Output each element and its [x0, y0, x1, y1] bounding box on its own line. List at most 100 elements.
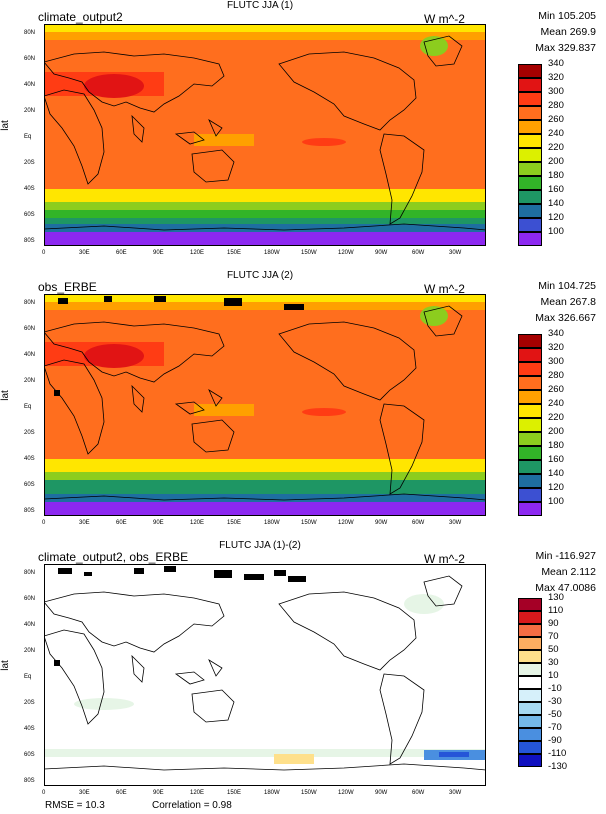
colorbar-swatch	[518, 611, 542, 624]
stat-min: Min -116.927	[535, 550, 596, 562]
lat-tick-label: 80S	[24, 508, 35, 514]
colorbar-swatch	[518, 362, 542, 376]
panel-left-title: climate_output2	[38, 10, 123, 24]
map-plot	[44, 564, 486, 786]
lat-tick-label: 80N	[24, 30, 36, 36]
coastline	[208, 388, 223, 407]
colorbar-swatch	[518, 432, 542, 446]
colorbar-label: 200	[548, 426, 564, 437]
colorbar-swatch	[518, 474, 542, 488]
coastline	[423, 35, 463, 67]
colorbar-label: 130	[548, 592, 564, 603]
lon-tick-label: 60W	[412, 790, 425, 796]
coastline	[379, 133, 425, 225]
colorbar-label: 180	[548, 170, 564, 181]
colorbar-swatch	[518, 446, 542, 460]
colorbar-label: 140	[548, 198, 564, 209]
colorbar-label: 180	[548, 440, 564, 451]
colorbar-swatch	[518, 598, 542, 611]
coastline	[174, 401, 205, 415]
colorbar-label: 340	[548, 328, 564, 339]
colorbar-label: 100	[548, 496, 564, 507]
map-plot	[44, 294, 486, 516]
coastline	[379, 673, 425, 765]
y-axis-label: lat	[0, 120, 11, 131]
lon-tick-label: 60W	[412, 520, 425, 526]
lon-tick-label: 180W	[264, 790, 280, 796]
lat-tick-label: 40S	[24, 186, 35, 192]
lon-tick-label: 60E	[116, 790, 127, 796]
units-label: W m^-2	[424, 12, 465, 26]
stat-mean: Mean 269.9	[540, 26, 596, 38]
colorbar-swatch	[518, 148, 542, 162]
lon-tick-label: 90E	[153, 250, 164, 256]
colorbar-label: 50	[548, 644, 559, 655]
lat-tick-label: 20S	[24, 430, 35, 436]
stats-box: Min 104.725 Mean 267.8 Max 326.667	[494, 278, 606, 326]
colorbar-label: -90	[548, 735, 562, 746]
stat-mean: Mean 267.8	[540, 296, 596, 308]
panel-left-title: obs_ERBE	[38, 280, 97, 294]
lat-tick-label: 20N	[24, 648, 36, 654]
coastline	[278, 51, 417, 131]
stat-min: Min 105.205	[538, 10, 596, 22]
colorbar-label: -110	[548, 748, 567, 759]
lat-tick-label: 60S	[24, 752, 35, 758]
y-axis-label: lat	[0, 660, 11, 671]
colorbar-label: 200	[548, 156, 564, 167]
lon-tick-label: 150W	[301, 520, 317, 526]
lon-tick-label: 30W	[449, 250, 462, 256]
colorbar-label: 120	[548, 482, 564, 493]
stat-min: Min 104.725	[538, 280, 596, 292]
colorbar-swatch	[518, 92, 542, 106]
coastline	[423, 575, 463, 607]
lon-tick-label: 0	[42, 520, 46, 526]
coastline	[131, 654, 145, 683]
colorbar-swatch	[518, 376, 542, 390]
coastline	[44, 223, 486, 246]
lon-tick-label: 60E	[116, 250, 127, 256]
lat-tick-label: Eq	[24, 674, 32, 680]
map-panel-2: FLUTC JJA (2) obs_ERBE W m^-2 Min 104.725 Me…	[0, 270, 606, 538]
colorbar-swatch	[518, 418, 542, 432]
colorbar-swatch	[518, 162, 542, 176]
colorbar-swatch	[518, 390, 542, 404]
colorbar-swatch	[518, 637, 542, 650]
colorbar-swatch	[518, 502, 542, 516]
colorbar-swatch	[518, 715, 542, 728]
lat-tick-label: 20S	[24, 700, 35, 706]
lon-tick-label: 120E	[190, 250, 205, 256]
lon-tick-label: 30E	[79, 520, 90, 526]
lon-tick-label: 120W	[338, 520, 354, 526]
lat-tick-label: 80S	[24, 778, 35, 784]
colorbar-swatch	[518, 488, 542, 502]
colorbar-swatch	[518, 702, 542, 715]
colorbar-swatch	[518, 64, 542, 78]
colorbar-swatch	[518, 120, 542, 134]
colorbar-label: 280	[548, 370, 564, 381]
lat-tick-label: 20N	[24, 378, 36, 384]
lon-tick-label: 30W	[449, 520, 462, 526]
lon-tick-label: 150W	[301, 250, 317, 256]
lon-tick-label: 180W	[264, 250, 280, 256]
colorbar-label: 280	[548, 100, 564, 111]
coastline	[278, 321, 417, 401]
coastline	[44, 359, 105, 455]
lat-tick-label: 40N	[24, 82, 36, 88]
stat-mean: Mean 2.112	[541, 566, 596, 578]
colorbar-label: 300	[548, 356, 564, 367]
lon-tick-label: 30E	[79, 250, 90, 256]
coastline	[191, 149, 235, 183]
stat-max: Max 47.0086	[535, 582, 596, 594]
colorbar-swatch	[518, 218, 542, 232]
correlation-label: Correlation = 0.98	[152, 800, 232, 811]
coastline	[174, 131, 205, 145]
colorbar-swatch	[518, 689, 542, 702]
lat-tick-label: 60S	[24, 212, 35, 218]
lat-tick-label: 80N	[24, 300, 36, 306]
colorbar-swatch	[518, 106, 542, 120]
colorbar-swatch	[518, 728, 542, 741]
colorbar-swatch	[518, 134, 542, 148]
coastline	[423, 305, 463, 337]
colorbar-label: 220	[548, 142, 564, 153]
